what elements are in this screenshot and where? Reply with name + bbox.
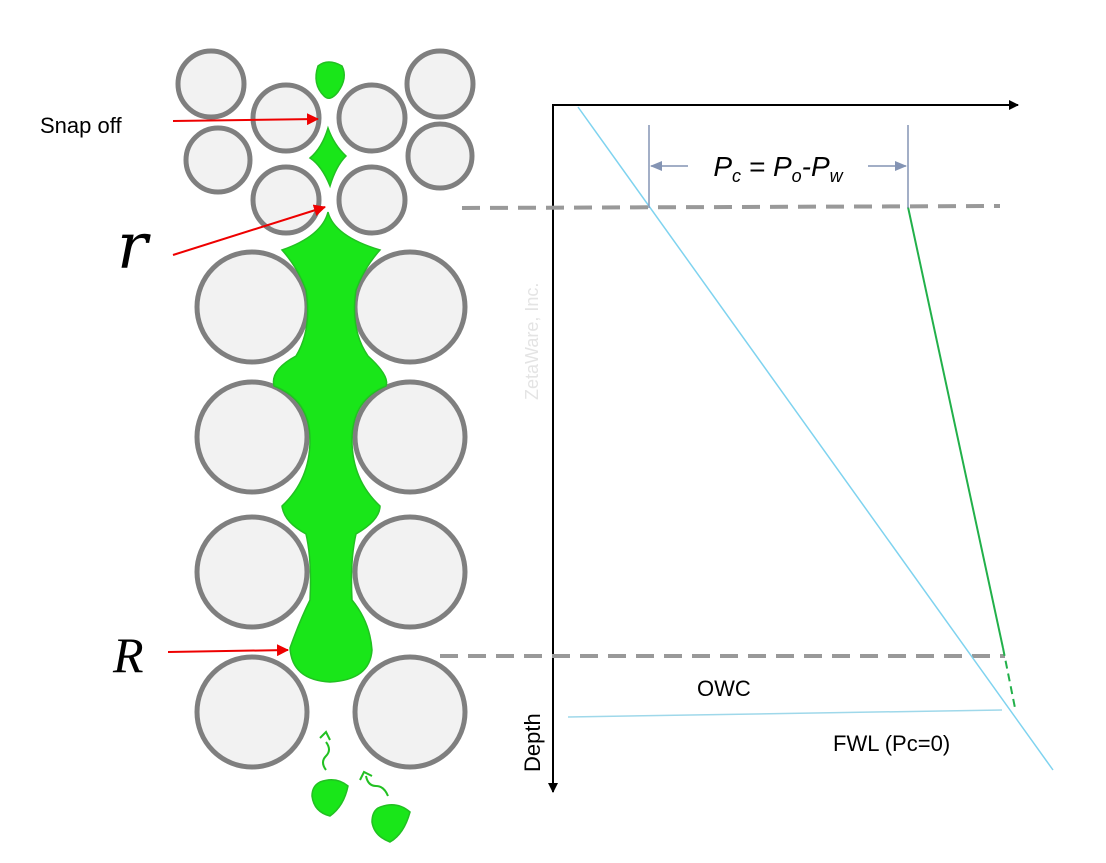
big-r-label: R <box>112 627 144 683</box>
contacts <box>440 204 1005 658</box>
pores <box>175 48 476 770</box>
pc-dimension <box>648 125 909 208</box>
oil <box>272 61 411 843</box>
fwl-line <box>567 709 1003 718</box>
snap-off-label: Snap off <box>40 113 122 138</box>
eq-part: = P <box>741 151 792 182</box>
oil-gradient <box>907 206 1004 649</box>
eq-part: -P <box>802 151 830 182</box>
red-arrows <box>167 113 326 657</box>
oil-gradient-extension <box>1002 647 1016 709</box>
eq-part: P <box>713 151 732 182</box>
fwl-label: FWL (Pc=0) <box>833 731 950 756</box>
water-gradient <box>577 106 1054 771</box>
pc-equation: Pc = Po-Pw <box>713 151 843 186</box>
eq-sub: w <box>830 166 844 186</box>
owc-label: OWC <box>697 676 751 701</box>
small-r-label: r <box>117 210 151 284</box>
eq-sub: c <box>732 166 741 186</box>
depth-label: Depth <box>520 713 545 772</box>
eq-sub: o <box>792 166 802 186</box>
watermark: ZetaWare, Inc. <box>522 283 542 400</box>
axes <box>548 100 1019 793</box>
